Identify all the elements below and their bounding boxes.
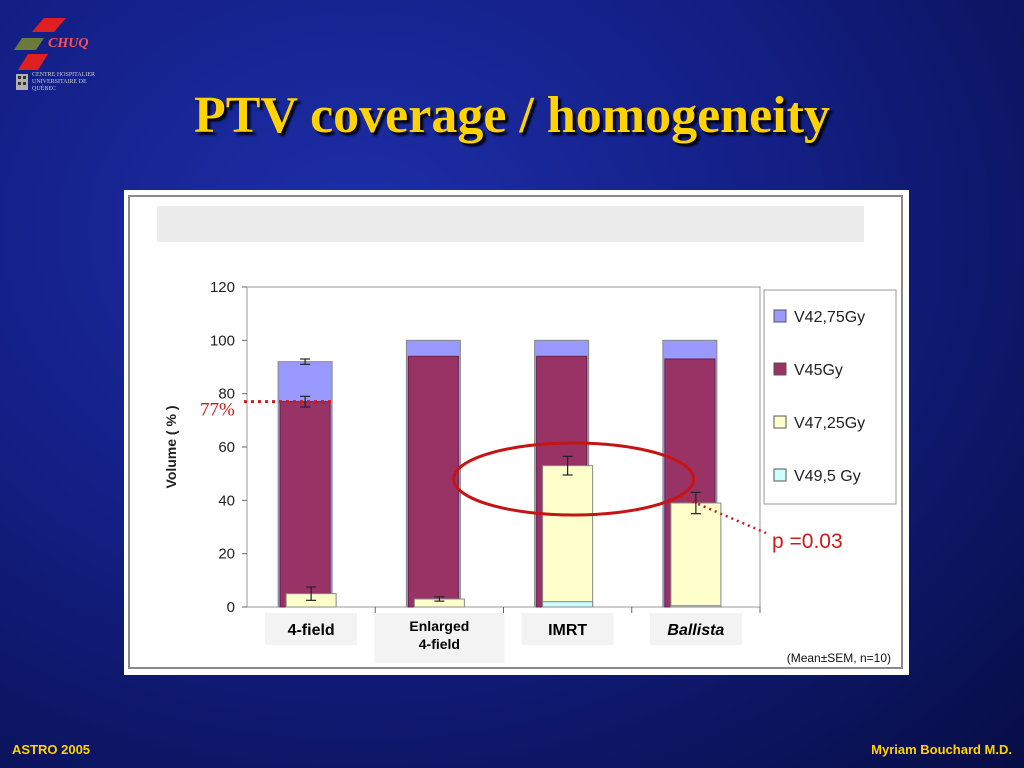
legend-label-4: V49,5 Gy	[794, 468, 861, 485]
legend-box	[763, 289, 897, 505]
category-label-2: Enlarged 4-field	[409, 618, 469, 652]
logo-subtext: CENTRE HOSPITALIER UNIVERSITAIRE DE QUÉB…	[32, 72, 96, 92]
bar-v49-5-gy-3	[542, 601, 594, 608]
y-tick-label-40: 40	[218, 492, 235, 509]
chart-header-band	[157, 206, 864, 242]
y-tick-label-100: 100	[210, 332, 235, 349]
bar-v45gy-1	[279, 401, 331, 608]
bar-v47-25gy-3	[542, 465, 594, 608]
y-tick-label-120: 120	[210, 279, 235, 296]
legend-label-3: V47,25Gy	[794, 415, 865, 432]
category-box-2	[374, 613, 505, 663]
y-tick-label-0: 0	[227, 599, 235, 616]
category-box-3	[521, 613, 614, 645]
footer-author: Myriam Bouchard M.D.	[871, 742, 1012, 757]
category-box-4	[649, 613, 742, 645]
footer-conference: ASTRO 2005	[12, 742, 91, 757]
chart-note: (Mean±SEM, n=10)	[787, 651, 891, 665]
percent-annotation: 77%	[200, 400, 235, 421]
legend-swatch-2	[773, 362, 787, 376]
highlight-ellipse	[452, 441, 696, 517]
y-tick-label-60: 60	[218, 439, 235, 456]
category-label-3: IMRT	[548, 622, 587, 639]
legend-label-2: V45Gy	[794, 362, 843, 379]
y-axis-label: Volume ( % )	[163, 406, 179, 489]
legend-label-1: V42,75Gy	[794, 309, 865, 326]
category-box-1	[265, 613, 358, 645]
bar-v47-25gy-4	[670, 502, 722, 608]
legend-swatch-4	[773, 468, 787, 482]
category-label-4: Ballista	[667, 622, 724, 639]
p-value-annotation: p =0.03	[772, 530, 843, 553]
slide-title: PTV coverage / homogeneity	[194, 87, 830, 144]
y-tick-label-80: 80	[218, 386, 235, 403]
bar-v45gy-2	[407, 355, 459, 608]
y-tick-label-20: 20	[218, 546, 235, 563]
logo-wordmark: CHUQ	[48, 36, 88, 51]
chart: 0 20 40 60 80 100 120 Volume ( % ) 4-field Enlarg…	[128, 195, 903, 669]
bar-v49-5-gy-4	[670, 605, 722, 608]
chart-panel: 0 20 40 60 80 100 120 Volume ( % ) 4-field Enlarg…	[124, 190, 909, 675]
chuq-logo: CHUQ CENTRE HOSPITALIER UNIVERSITAIRE DE…	[14, 14, 114, 94]
category-label-1: 4-field	[288, 622, 335, 639]
legend-swatch-1	[773, 309, 787, 323]
legend-swatch-3	[773, 415, 787, 429]
